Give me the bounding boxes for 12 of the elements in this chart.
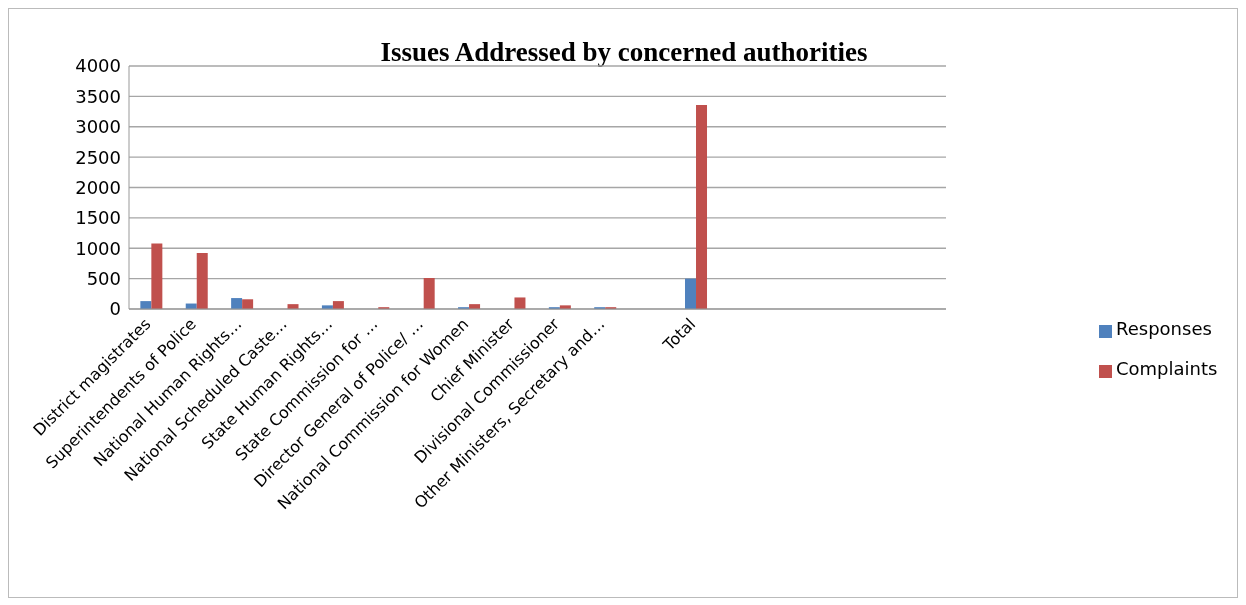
y-tick-label: 2500 [75,146,121,168]
y-tick-label: 1500 [75,207,121,229]
y-tick-label: 4000 [75,55,121,77]
legend-label: Responses [1116,318,1212,339]
y-tick-label: 3500 [75,85,121,107]
legend-label: Complaints [1116,358,1218,379]
y-tick-label: 500 [86,268,121,290]
y-tick-label: 0 [109,298,121,320]
y-tick-label: 2000 [75,176,121,198]
chart-title: Issues Addressed by concerned authorities [380,37,868,67]
y-tick-label: 3000 [75,116,121,138]
y-tick-label: 1000 [75,237,121,259]
